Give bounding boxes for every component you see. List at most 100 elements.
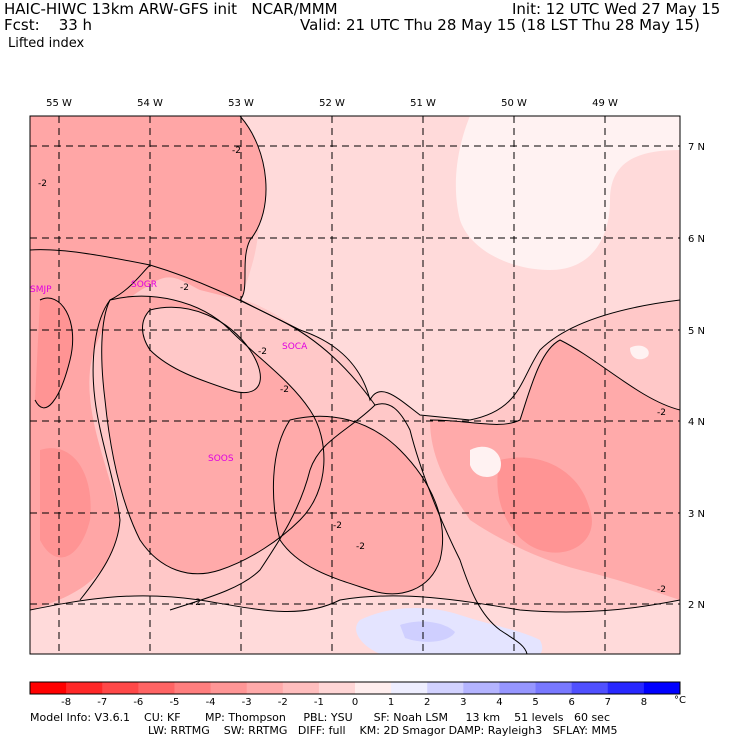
lat-label: 2 N bbox=[688, 600, 705, 611]
colorbar-segment bbox=[282, 682, 320, 694]
colorbar-segment bbox=[427, 682, 464, 694]
station-sogr: SOGR bbox=[131, 280, 157, 290]
lat-label: 7 N bbox=[688, 142, 705, 153]
colorbar-tick-label: 4 bbox=[496, 697, 502, 708]
colorbar bbox=[29, 681, 681, 695]
model-info-line2: LW: RRTMG SW: RRTMG DIFF: full KM: 2D Sm… bbox=[148, 724, 618, 737]
colorbar-tick-label: -4 bbox=[206, 697, 216, 708]
colorbar-unit: °C bbox=[674, 695, 686, 706]
colorbar-tick-label: -6 bbox=[133, 697, 143, 708]
deep-blob-east bbox=[497, 457, 592, 553]
colorbar-segment bbox=[318, 682, 356, 694]
contour-label: -2 bbox=[356, 542, 365, 552]
colorbar-tick-label: -7 bbox=[97, 697, 107, 708]
contour-central bbox=[101, 295, 325, 575]
contour-label: -2 bbox=[192, 598, 201, 608]
colorbar-segment bbox=[102, 682, 139, 694]
lon-label: 52 W bbox=[319, 98, 345, 109]
valid-time: Valid: 21 UTC Thu 28 May 15 (18 LST Thu … bbox=[300, 16, 700, 34]
neutral-patch-tiny bbox=[630, 345, 649, 360]
colorbar-tick-label: -5 bbox=[169, 697, 179, 708]
colorbar-tick-label: 3 bbox=[460, 697, 466, 708]
colorbar-segment bbox=[210, 682, 248, 694]
lon-label: 50 W bbox=[501, 98, 527, 109]
colorbar-tick-label: -2 bbox=[278, 697, 288, 708]
contour-south bbox=[30, 595, 680, 613]
colorbar-segment bbox=[463, 682, 500, 694]
colorbar-segment bbox=[499, 682, 537, 694]
colorbar-tick-label: -8 bbox=[61, 697, 71, 708]
colorbar-tick-label: 7 bbox=[605, 697, 611, 708]
forecast-hour: Fcst: 33 h bbox=[4, 16, 93, 34]
colorbar-frame bbox=[29, 681, 681, 695]
colorbar-tick-label: 2 bbox=[424, 697, 430, 708]
lat-label: 4 N bbox=[688, 417, 705, 428]
station-smjp: SMJP bbox=[30, 285, 52, 295]
colorbar-tick-label: 0 bbox=[352, 697, 358, 708]
station-soos: SOOS bbox=[208, 454, 234, 464]
colorbar-segment bbox=[643, 682, 681, 694]
moderate-instability-coast bbox=[273, 416, 443, 594]
lon-label: 55 W bbox=[46, 98, 72, 109]
colorbar-segment bbox=[30, 682, 67, 694]
field-name: Lifted index bbox=[8, 36, 85, 51]
contour-west-1 bbox=[34, 297, 74, 409]
deep-blob-2 bbox=[40, 448, 91, 558]
contour-label: -2 bbox=[333, 521, 342, 531]
colorbar-tick-label: 1 bbox=[388, 697, 394, 708]
model-info-line1: Model Info: V3.6.1 CU: KF MP: Thompson P… bbox=[30, 711, 610, 724]
lat-label: 6 N bbox=[688, 234, 705, 245]
contour-lines bbox=[30, 116, 680, 613]
longitude-labels: 55 W 54 W 53 W 52 W 51 W 50 W 49 W bbox=[46, 98, 618, 109]
init-time: Init: 12 UTC Wed 27 May 15 bbox=[512, 0, 721, 18]
border-french-guiana bbox=[169, 404, 376, 611]
lon-label: 54 W bbox=[137, 98, 163, 109]
contour-label: -2 bbox=[180, 283, 189, 293]
lon-label: 53 W bbox=[228, 98, 254, 109]
colorbar-segment bbox=[391, 682, 428, 694]
contour-north bbox=[239, 116, 680, 421]
lat-label: 3 N bbox=[688, 509, 705, 520]
lon-label: 51 W bbox=[410, 98, 436, 109]
deep-blob-1 bbox=[35, 298, 73, 408]
colorbar-tick-label: -3 bbox=[242, 697, 252, 708]
colorbar-segment bbox=[174, 682, 212, 694]
colorbar-tick-label: 6 bbox=[568, 697, 574, 708]
contour-coast bbox=[272, 415, 444, 595]
moderate-instability-west bbox=[30, 116, 267, 610]
colorbar-tick-label: 5 bbox=[532, 697, 538, 708]
colorbar-segment bbox=[571, 682, 609, 694]
plot-frame bbox=[29, 115, 681, 655]
colorbar-ticks: -8 -7 -6 -5 -4 -3 -2 -1 0 1 2 3 4 5 6 7 8 bbox=[61, 697, 647, 708]
contour-label: -2 bbox=[258, 347, 267, 357]
lat-lon-grid bbox=[30, 116, 680, 654]
neutral-patch bbox=[455, 116, 680, 270]
contour-pocket bbox=[142, 306, 261, 394]
contour-east bbox=[429, 339, 680, 425]
lat-label: 5 N bbox=[688, 326, 705, 337]
stable-core bbox=[400, 621, 455, 642]
contour-label: -2 bbox=[657, 408, 666, 418]
station-labels: SMJP SOGR SOCA SOOS bbox=[30, 280, 308, 464]
latitude-labels: 7 N 6 N 5 N 4 N 3 N 2 N bbox=[688, 142, 705, 611]
contour-label: -2 bbox=[280, 385, 289, 395]
colorbar-tick-label: 8 bbox=[641, 697, 647, 708]
colorbar-segment bbox=[607, 682, 645, 694]
neutral-patch-small bbox=[470, 446, 501, 477]
colorbar-tick-label: -1 bbox=[314, 697, 324, 708]
model-title: HAIC-HIWC 13km ARW-GFS init NCAR/MMM bbox=[4, 0, 338, 18]
contour-label: -2 bbox=[232, 146, 241, 156]
contour-label: -2 bbox=[38, 179, 47, 189]
colorbar-segment bbox=[535, 682, 573, 694]
weak-pocket bbox=[142, 307, 261, 393]
colorbar-segment bbox=[355, 682, 392, 694]
contour-labels: -2 -2 -2 -2 -2 -2 -2 -2 -2 -2 bbox=[38, 146, 666, 608]
colorbar-segment bbox=[138, 682, 175, 694]
station-soca: SOCA bbox=[282, 342, 308, 352]
colorbar-segment bbox=[246, 682, 284, 694]
border-suriname-west bbox=[79, 264, 151, 601]
colorbar-segment bbox=[66, 682, 103, 694]
lon-label: 49 W bbox=[592, 98, 618, 109]
contour-label: -2 bbox=[657, 585, 666, 595]
